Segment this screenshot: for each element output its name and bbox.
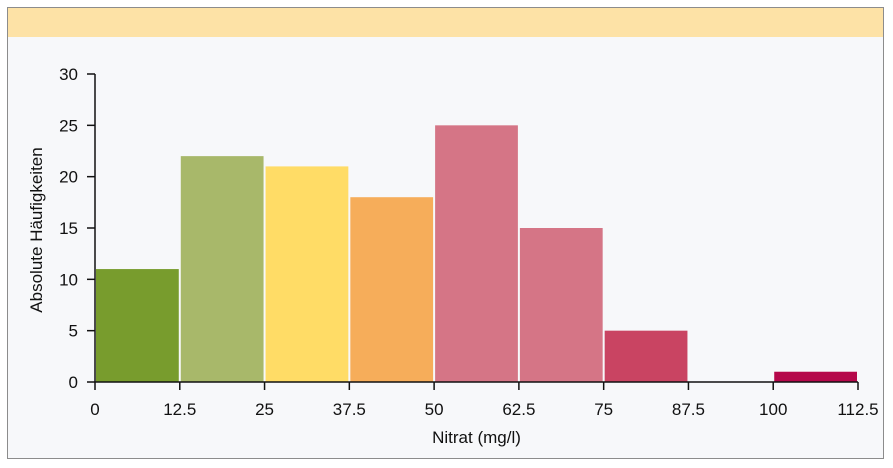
bar-62.5–75 [519,228,603,382]
bar-75–87.5 [604,330,688,382]
x-tick-label: 50 [425,400,444,419]
y-tick-label: 0 [69,373,78,392]
x-tick-label: 100 [759,400,787,419]
chart-frame [7,7,884,459]
y-tick-label: 20 [59,168,78,187]
y-tick-label: 10 [59,270,78,289]
bar-0–12.5 [96,269,179,382]
x-tick-label: 37.5 [333,400,366,419]
x-ticks-group: 0 12.5 25 37.5 50 62.5 75 87.5 100 112.5 [90,382,879,419]
x-tick-label: 112.5 [837,400,878,419]
y-axis-label: Absolute Häufigkeiten [27,147,46,312]
bar-100–112.5 [774,371,857,382]
x-tick-label: 0 [90,400,99,419]
x-axis-label: Nitrat (mg/l) [432,428,521,447]
y-tick-label: 15 [59,219,78,238]
bar-50–62.5 [435,125,518,382]
x-tick-label: 25 [255,400,274,419]
x-tick-label: 12.5 [163,400,196,419]
x-tick-label: 62.5 [502,400,535,419]
bars-group [96,125,857,382]
bar-37.5–50 [350,197,434,382]
bar-12.5–25 [180,156,264,382]
y-tick-label: 25 [59,116,78,135]
bar-25–37.5 [265,166,349,382]
y-tick-label: 30 [59,65,78,84]
y-tick-label: 5 [69,322,78,341]
x-tick-label: 75 [594,400,613,419]
y-ticks-group: 0 5 10 15 20 25 30 [59,65,95,392]
x-tick-label: 87.5 [672,400,705,419]
header-banner [8,8,883,37]
